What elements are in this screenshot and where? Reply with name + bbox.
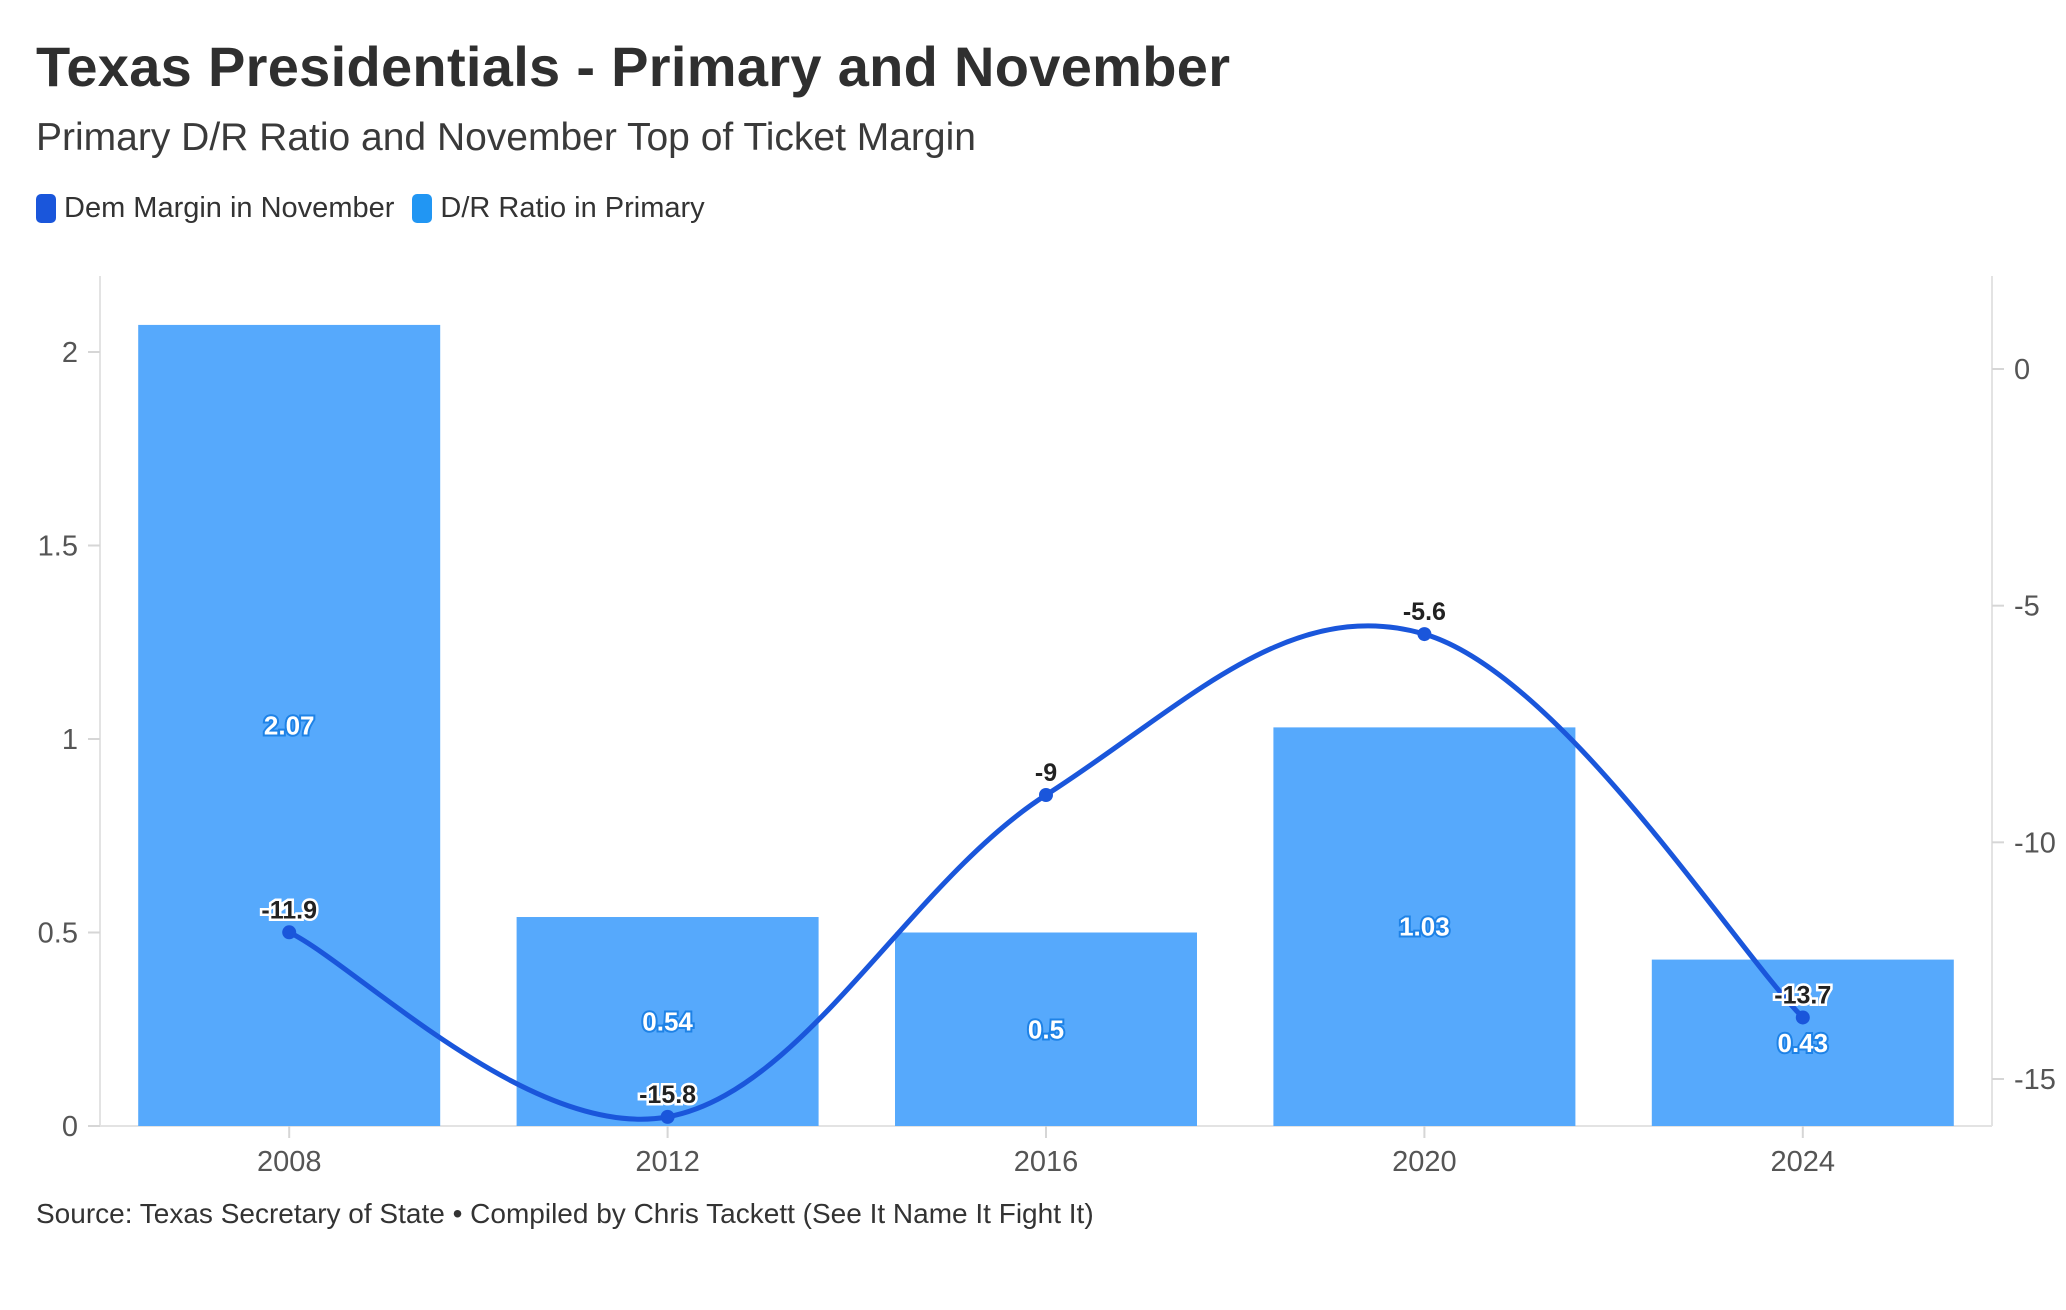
line-point — [1417, 627, 1432, 642]
line-point — [1039, 788, 1053, 802]
legend: Dem Margin in November D/R Ratio in Prim… — [36, 192, 723, 225]
bar-data-label: 2.07 — [264, 710, 315, 740]
line-data-label: -9 — [1035, 759, 1057, 787]
right-tick-label: -5 — [2014, 591, 2040, 623]
bar-data-label: 0.54 — [642, 1007, 693, 1037]
right-tick-label: -10 — [2014, 827, 2056, 859]
left-tick-label: 1 — [62, 724, 78, 756]
bar — [895, 932, 1197, 1126]
bar-series — [138, 324, 1954, 1126]
x-tick-label: 2012 — [635, 1146, 700, 1178]
bar-data-label: 1.03 — [1399, 912, 1450, 942]
x-tick-label: 2016 — [1014, 1146, 1079, 1178]
x-tick-label: 2020 — [1392, 1146, 1457, 1178]
source-note: Source: Texas Secretary of State • Compi… — [36, 1198, 1094, 1229]
chart-title: Texas Presidentials - Primary and Novemb… — [36, 35, 1231, 98]
bar — [516, 917, 819, 1126]
legend-item-dr-ratio[interactable]: D/R Ratio in Primary — [412, 192, 705, 225]
legend-swatch-dr-ratio — [412, 194, 433, 223]
line-point — [1795, 1010, 1810, 1025]
chart-subtitle: Primary D/R Ratio and November Top of Ti… — [36, 116, 976, 159]
bar-data-label: 0.43 — [1777, 1028, 1828, 1058]
left-tick-label: 2 — [62, 337, 78, 369]
left-tick-label: 0 — [62, 1111, 78, 1143]
bar — [1651, 959, 1954, 1126]
bar-data-label: 0.5 — [1028, 1014, 1064, 1044]
legend-swatch-dem-margin — [36, 194, 56, 223]
line-point — [282, 925, 297, 940]
right-tick-label: -15 — [2014, 1064, 2056, 1096]
legend-item-dem-margin[interactable]: Dem Margin in November — [36, 192, 394, 225]
legend-label-dem-margin: Dem Margin in November — [64, 192, 395, 224]
left-tick-label: 0.5 — [38, 918, 78, 950]
data-labels: 2.07 0.54 0.5 1.03 0.43 -11.9 -15.8 -9 -5.6 -13.7 — [259, 596, 1834, 1112]
bar — [1273, 727, 1576, 1126]
line-series — [282, 623, 1810, 1124]
left-tick-label: 1.5 — [38, 531, 78, 563]
line-data-label: -15.8 — [639, 1081, 696, 1109]
legend-label-dr-ratio: D/R Ratio in Primary — [440, 192, 705, 224]
line-data-label: -13.7 — [1774, 981, 1831, 1009]
right-tick-label: 0 — [2014, 354, 2030, 386]
line-point — [660, 1109, 675, 1124]
bar — [138, 324, 441, 1126]
x-tick-label: 2008 — [257, 1146, 322, 1178]
line-data-label: -5.6 — [1403, 598, 1446, 626]
line-data-label: -11.9 — [261, 896, 317, 924]
x-tick-label: 2024 — [1771, 1146, 1836, 1178]
